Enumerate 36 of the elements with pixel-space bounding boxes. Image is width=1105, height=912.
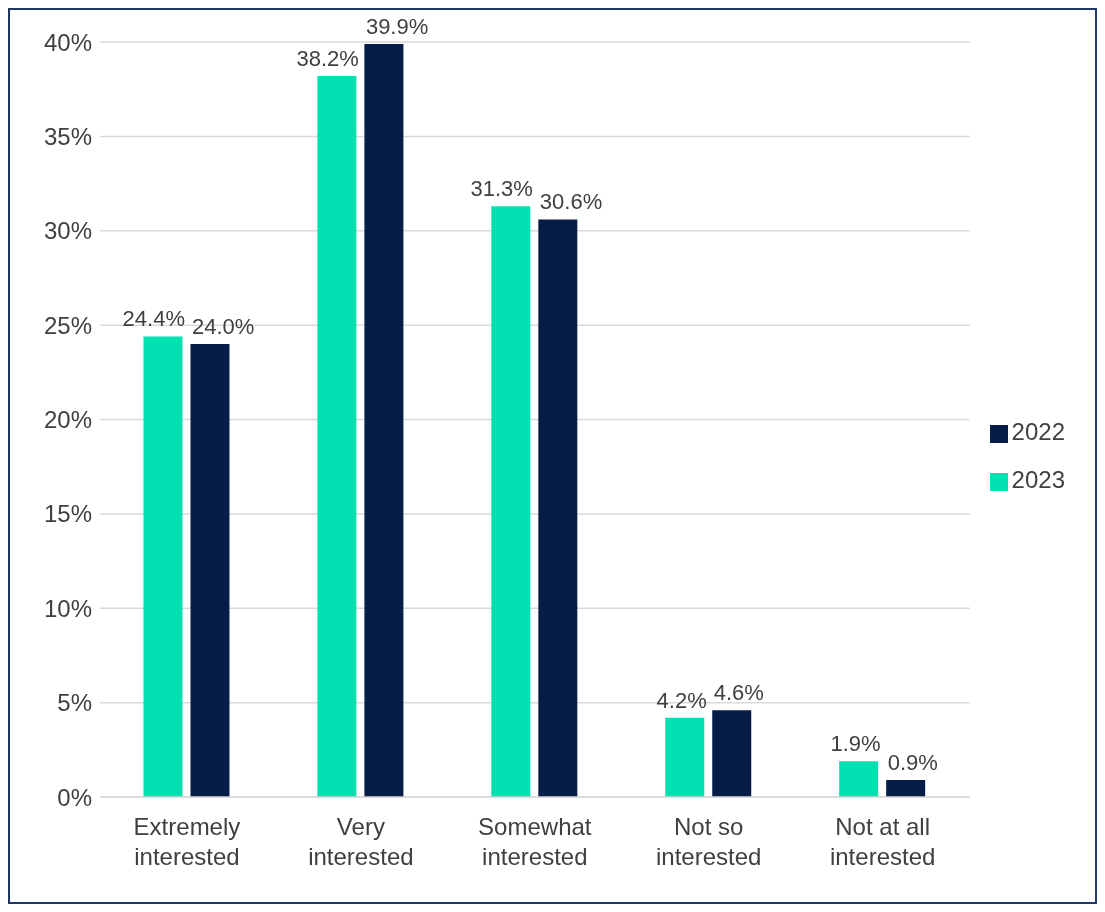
y-tick-label: 35% — [43, 122, 92, 150]
x-tick-label: Extremely interested — [133, 813, 241, 870]
y-tick-label: 10% — [43, 594, 92, 622]
data-label: 31.3% — [470, 176, 533, 202]
x-tick-label: Very interested — [308, 813, 414, 870]
data-label: 38.2% — [296, 45, 359, 71]
data-label: 1.9% — [830, 731, 881, 757]
y-tick-label: 15% — [43, 500, 92, 528]
bar — [665, 717, 705, 797]
bar — [491, 206, 531, 797]
y-tick-label: 25% — [43, 311, 92, 339]
y-tick-label: 20% — [43, 406, 92, 434]
data-label: 39.9% — [365, 13, 429, 39]
x-tick-label: Not so interested — [656, 813, 762, 870]
x-tick-label: Somewhat interested — [478, 813, 592, 870]
bar — [190, 344, 230, 797]
legend-label: 2022 — [1011, 418, 1065, 445]
bar — [317, 75, 357, 797]
bar — [839, 761, 879, 797]
data-label: 30.6% — [539, 189, 603, 215]
y-tick-label: 40% — [43, 28, 92, 56]
data-label: 0.9% — [887, 750, 938, 776]
bar — [538, 219, 578, 797]
data-label: 24.4% — [122, 306, 185, 332]
data-label: 4.6% — [713, 680, 764, 706]
bar — [886, 780, 926, 797]
data-label: 4.2% — [656, 687, 707, 713]
y-tick-label: 5% — [57, 689, 92, 717]
bar — [712, 710, 752, 797]
x-tick-label: Not at all interested — [829, 813, 936, 870]
legend-label: 2023 — [1011, 466, 1065, 493]
y-tick-label: 30% — [43, 217, 92, 245]
bar — [364, 43, 404, 797]
data-label: 24.0% — [191, 314, 255, 339]
bar — [143, 336, 183, 797]
y-tick-label: 0% — [57, 783, 92, 811]
